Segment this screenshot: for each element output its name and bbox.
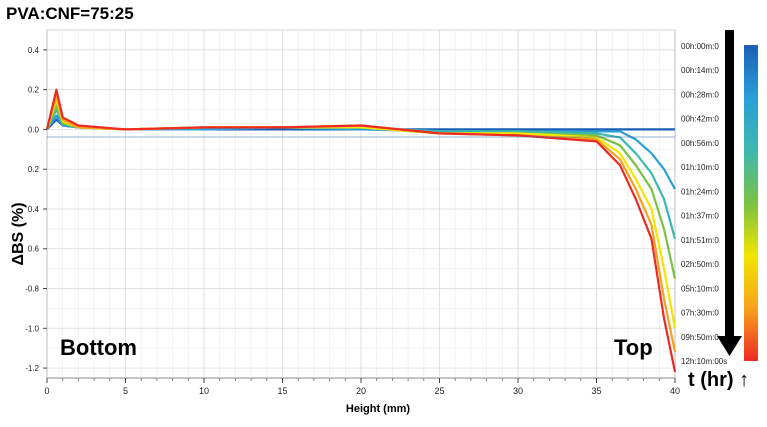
series-group xyxy=(45,88,677,373)
x-tick-labels: 0 5 10 15 20 25 30 35 40 xyxy=(44,378,680,396)
y-tick-labels: 0.4 0.2 0.0 0.2 0.4 0.6 -0.8 -1.0 -1.2 xyxy=(25,46,47,373)
time-label: 01h:24m:0 xyxy=(681,187,719,196)
time-label: 01h:51m:0 xyxy=(681,236,719,245)
x-tick-label: 5 xyxy=(123,386,128,396)
time-label: 01h:10m:0 xyxy=(681,163,719,172)
time-label: 00h:28m:0 xyxy=(681,90,719,99)
x-tick-label: 30 xyxy=(513,386,523,396)
chart-title: PVA:CNF=75:25 xyxy=(6,4,134,23)
time-axis-label: t (hr) ↑ xyxy=(688,369,749,391)
grid-lines xyxy=(46,29,676,378)
time-arrow xyxy=(717,30,742,356)
time-label: 00h:00m:0 xyxy=(681,42,719,51)
x-tick-label: 35 xyxy=(591,386,601,396)
time-label: 12h:10m:00s xyxy=(681,357,727,366)
time-label: 05h:10m:0 xyxy=(681,284,719,293)
time-label: 01h:37m:0 xyxy=(681,212,719,221)
x-tick-label: 40 xyxy=(670,386,680,396)
y-tick-label: 0.2 xyxy=(28,86,40,95)
x-tick-label: 25 xyxy=(434,386,444,396)
time-labels: 00h:00m:0 00h:14m:0 00h:28m:0 00h:42m:0 00h:… xyxy=(681,42,727,366)
time-label: 00h:14m:0 xyxy=(681,66,719,75)
y-axis-label: ΔBS (%) xyxy=(10,202,27,265)
x-tick-label: 15 xyxy=(277,386,287,396)
time-arrow-shaft xyxy=(725,30,734,338)
time-label: 00h:42m:0 xyxy=(681,115,719,124)
y-tick-label: 0.6 xyxy=(28,245,40,254)
x-tick-label: 0 xyxy=(44,386,49,396)
y-tick-label: -1.0 xyxy=(25,324,39,333)
y-tick-label: 0.0 xyxy=(28,125,40,134)
x-tick-label: 10 xyxy=(199,386,209,396)
y-tick-label: 0.4 xyxy=(28,205,40,214)
y-tick-label: 0.2 xyxy=(28,165,40,174)
time-arrow-head xyxy=(717,336,742,356)
annotation-top: Top xyxy=(614,335,653,360)
y-tick-label: -0.8 xyxy=(25,285,39,294)
time-label: 09h:50m:0 xyxy=(681,333,719,342)
annotation-bottom: Bottom xyxy=(60,335,137,360)
time-label: 07h:30m:0 xyxy=(681,309,719,318)
series-line xyxy=(45,88,677,373)
plot-area xyxy=(45,29,677,379)
time-label: 02h:50m:0 xyxy=(681,260,719,269)
x-tick-label: 20 xyxy=(356,386,366,396)
time-label: 00h:56m:0 xyxy=(681,139,719,148)
time-colorbar xyxy=(744,45,758,361)
y-tick-label: -1.2 xyxy=(25,364,39,373)
y-tick-label: 0.4 xyxy=(28,46,40,55)
x-axis-label: Height (mm) xyxy=(346,403,411,415)
